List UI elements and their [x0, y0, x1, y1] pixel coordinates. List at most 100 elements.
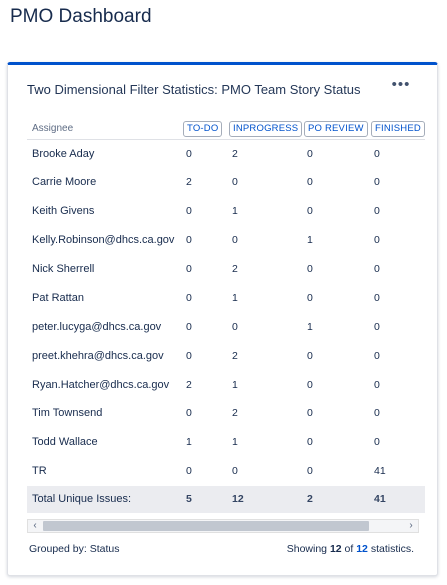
- statistics-table: Assignee TO-DO INPROGRESS PO REVIEW FINI…: [27, 119, 425, 513]
- count-cell-inprogress[interactable]: 1: [232, 378, 238, 391]
- count-cell-todo[interactable]: 0: [186, 320, 192, 333]
- count-cell-finished[interactable]: 0: [374, 234, 380, 247]
- count-cell-todo[interactable]: 0: [186, 291, 192, 304]
- grouped-by-label: Grouped by: Status: [29, 543, 120, 555]
- count-cell-finished[interactable]: 0: [374, 263, 380, 275]
- count-cell-inprogress[interactable]: 2: [232, 349, 238, 362]
- assignee-name[interactable]: peter.lucyga@dhcs.ca.gov: [32, 320, 162, 333]
- total-todo[interactable]: 5: [183, 485, 229, 513]
- count-cell-todo[interactable]: 1: [186, 436, 192, 449]
- count-cell-inprogress[interactable]: 0: [232, 320, 238, 333]
- count-cell-po-review[interactable]: 0: [307, 349, 313, 362]
- count-cell-po-review[interactable]: 0: [307, 436, 313, 449]
- table-row: Nick Sherrell 0 2 0 0: [27, 255, 425, 284]
- showing-of: of: [341, 543, 357, 555]
- count-cell-finished[interactable]: 41: [374, 465, 386, 478]
- count-cell-finished[interactable]: 0: [374, 291, 380, 304]
- assignee-name[interactable]: TR: [32, 465, 47, 478]
- table-header-row: Assignee TO-DO INPROGRESS PO REVIEW FINI…: [27, 119, 425, 140]
- count-cell-finished[interactable]: 0: [374, 378, 380, 391]
- scroll-left-icon[interactable]: ‹: [33, 520, 37, 531]
- assignee-name[interactable]: Ryan.Hatcher@dhcs.ca.gov: [32, 378, 170, 391]
- showing-count: 12: [329, 543, 342, 555]
- count-cell-po-review[interactable]: 0: [307, 465, 313, 478]
- count-cell-finished[interactable]: 0: [374, 349, 380, 362]
- total-po-review[interactable]: 2: [304, 485, 371, 513]
- count-cell-todo[interactable]: 0: [186, 263, 192, 275]
- count-cell-inprogress[interactable]: 1: [232, 291, 238, 304]
- assignee-name[interactable]: Kelly.Robinson@dhcs.ca.gov: [32, 234, 175, 247]
- assignee-name[interactable]: Nick Sherrell: [32, 263, 95, 275]
- count-cell-po-review[interactable]: 0: [307, 291, 313, 304]
- count-cell-todo[interactable]: 2: [186, 176, 192, 189]
- scroll-right-icon[interactable]: ›: [409, 520, 413, 531]
- table-row: Ryan.Hatcher@dhcs.ca.gov 2 1 0 0: [27, 370, 425, 399]
- total-label: Total Unique Issues:: [27, 485, 183, 513]
- table-row: preet.khehra@dhcs.ca.gov 0 2 0 0: [27, 341, 425, 370]
- count-cell-todo[interactable]: 0: [186, 465, 192, 478]
- assignee-name[interactable]: Brooke Aday: [32, 147, 95, 160]
- table-row: peter.lucyga@dhcs.ca.gov 0 0 1 0: [27, 312, 425, 341]
- count-cell-inprogress[interactable]: 1: [232, 436, 238, 449]
- count-cell-finished[interactable]: 0: [374, 176, 380, 189]
- table-row: Kelly.Robinson@dhcs.ca.gov 0 0 1 0: [27, 226, 425, 255]
- assignee-column-header: Assignee: [27, 119, 183, 140]
- count-cell-todo[interactable]: 2: [186, 378, 192, 391]
- table-row: Todd Wallace 1 1 0 0: [27, 428, 425, 457]
- count-cell-inprogress[interactable]: 2: [232, 263, 238, 275]
- count-cell-po-review[interactable]: 0: [307, 407, 313, 420]
- count-cell-po-review[interactable]: 0: [307, 176, 313, 189]
- total-row: Total Unique Issues: 5 12 2 41: [27, 485, 425, 513]
- count-cell-po-review[interactable]: 0: [307, 378, 313, 391]
- table-row: TR 0 0 0 41: [27, 457, 425, 486]
- count-cell-todo[interactable]: 0: [186, 234, 192, 247]
- table-row: Keith Givens 0 1 0 0: [27, 197, 425, 226]
- count-cell-inprogress[interactable]: 0: [232, 234, 238, 247]
- count-cell-inprogress[interactable]: 2: [232, 147, 238, 160]
- table-row: Brooke Aday 0 2 0 0: [27, 139, 425, 168]
- count-cell-po-review[interactable]: 0: [307, 205, 313, 218]
- gadget-title: Two Dimensional Filter Statistics: PMO T…: [27, 82, 361, 97]
- count-cell-finished[interactable]: 0: [374, 407, 380, 420]
- total-inprogress[interactable]: 12: [229, 485, 304, 513]
- assignee-name[interactable]: Carrie Moore: [32, 176, 97, 189]
- count-cell-po-review[interactable]: 1: [307, 320, 313, 333]
- count-cell-todo[interactable]: 0: [186, 349, 192, 362]
- count-cell-po-review[interactable]: 0: [307, 263, 313, 275]
- count-cell-finished[interactable]: 0: [374, 205, 380, 218]
- gadget-title-strong: Two: [27, 82, 51, 97]
- count-cell-inprogress[interactable]: 2: [232, 407, 238, 420]
- status-column-finished[interactable]: FINISHED: [371, 120, 425, 137]
- count-cell-todo[interactable]: 0: [186, 147, 192, 160]
- showing-total-link[interactable]: 12: [356, 543, 368, 555]
- count-cell-inprogress[interactable]: 1: [232, 205, 238, 218]
- count-cell-finished[interactable]: 0: [374, 147, 380, 160]
- total-finished[interactable]: 41: [371, 485, 425, 513]
- scrollbar-thumb[interactable]: [43, 521, 369, 531]
- count-cell-po-review[interactable]: 1: [307, 234, 313, 247]
- status-column-todo[interactable]: TO-DO: [183, 120, 223, 137]
- more-options-icon[interactable]: •••: [391, 76, 411, 93]
- count-cell-inprogress[interactable]: 0: [232, 465, 238, 478]
- showing-summary: Showing 12 of 12 statistics.: [287, 543, 414, 555]
- count-cell-finished[interactable]: 0: [374, 436, 380, 449]
- assignee-name[interactable]: Keith Givens: [32, 205, 95, 218]
- count-cell-todo[interactable]: 0: [186, 407, 192, 420]
- assignee-name[interactable]: preet.khehra@dhcs.ca.gov: [32, 349, 164, 362]
- gadget-header: Two Dimensional Filter Statistics: PMO T…: [8, 65, 437, 109]
- count-cell-finished[interactable]: 0: [374, 320, 380, 333]
- count-cell-po-review[interactable]: 0: [307, 147, 313, 160]
- assignee-name[interactable]: Pat Rattan: [32, 291, 84, 304]
- assignee-name[interactable]: Todd Wallace: [32, 436, 98, 449]
- count-cell-inprogress[interactable]: 0: [232, 176, 238, 189]
- showing-prefix: Showing: [286, 543, 330, 555]
- assignee-name[interactable]: Tim Townsend: [32, 407, 103, 420]
- table-row: Tim Townsend 0 2 0 0: [27, 399, 425, 428]
- status-column-inprogress[interactable]: INPROGRESS: [229, 120, 303, 137]
- page-title: PMO Dashboard: [10, 6, 152, 27]
- count-cell-todo[interactable]: 0: [186, 205, 192, 218]
- table-row: Carrie Moore 2 0 0 0: [27, 168, 425, 197]
- showing-suffix: statistics.: [367, 543, 414, 555]
- status-column-po-review[interactable]: PO REVIEW: [304, 120, 368, 137]
- horizontal-scrollbar[interactable]: ‹ ›: [27, 519, 419, 533]
